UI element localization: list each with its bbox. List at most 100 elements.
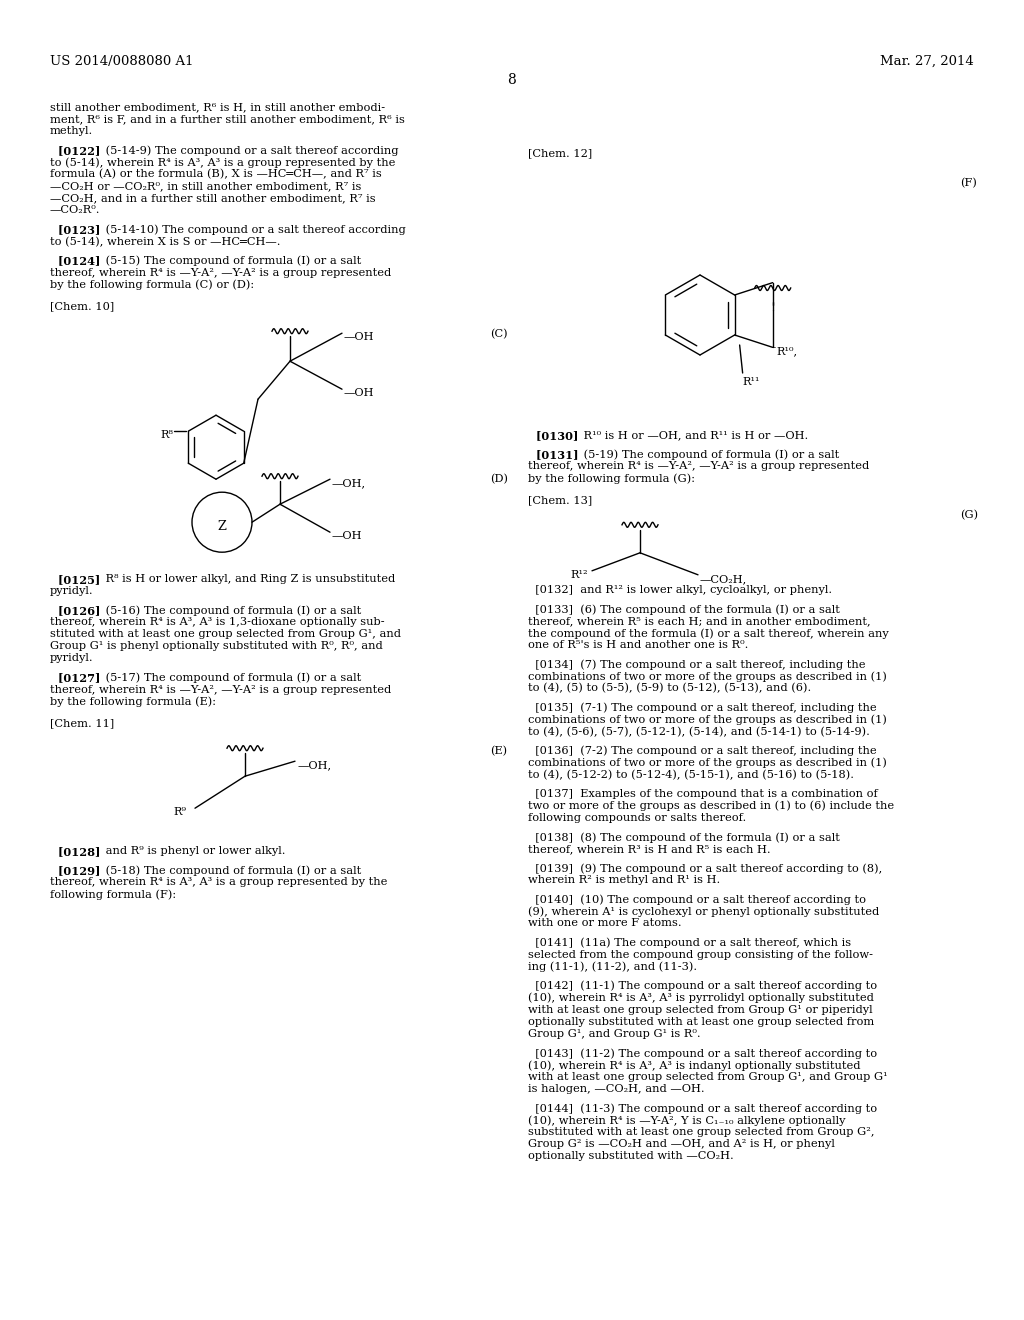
Text: following compounds or salts thereof.: following compounds or salts thereof.	[528, 813, 746, 822]
Text: [0122]: [0122]	[50, 145, 100, 156]
Text: formula (A) or the formula (B), X is —HC═CH—, and R⁷ is: formula (A) or the formula (B), X is —HC…	[50, 169, 382, 180]
Text: (10), wherein R⁴ is A³, A³ is indanyl optionally substituted: (10), wherein R⁴ is A³, A³ is indanyl op…	[528, 1060, 860, 1071]
Text: (D): (D)	[490, 474, 508, 484]
Text: (5-14-10) The compound or a salt thereof according: (5-14-10) The compound or a salt thereof…	[102, 224, 406, 235]
Text: [0126]: [0126]	[50, 606, 100, 616]
Text: [0140]  (10) The compound or a salt thereof according to: [0140] (10) The compound or a salt there…	[528, 895, 866, 906]
Text: —OH: —OH	[344, 388, 375, 399]
Text: US 2014/0088080 A1: US 2014/0088080 A1	[50, 55, 194, 69]
Text: —OH,: —OH,	[332, 478, 367, 488]
Text: with one or more F atoms.: with one or more F atoms.	[528, 919, 682, 928]
Text: [0135]  (7-1) The compound or a salt thereof, including the: [0135] (7-1) The compound or a salt ther…	[528, 702, 877, 713]
Text: Mar. 27, 2014: Mar. 27, 2014	[881, 55, 974, 69]
Text: thereof, wherein R⁵ is each H; and in another embodiment,: thereof, wherein R⁵ is each H; and in an…	[528, 616, 870, 626]
Text: (F): (F)	[961, 178, 977, 189]
Text: (E): (E)	[490, 746, 507, 756]
Text: R¹¹: R¹¹	[742, 378, 760, 387]
Text: —OH,: —OH,	[297, 760, 331, 770]
Text: substituted with at least one group selected from Group G²,: substituted with at least one group sele…	[528, 1127, 874, 1138]
Text: combinations of two or more of the groups as described in (1): combinations of two or more of the group…	[528, 758, 887, 768]
Text: 8: 8	[508, 73, 516, 87]
Text: —OH: —OH	[344, 333, 375, 342]
Text: R⁹: R⁹	[173, 808, 186, 817]
Text: combinations of two or more of the groups as described in (1): combinations of two or more of the group…	[528, 671, 887, 681]
Text: (5-15) The compound of formula (I) or a salt: (5-15) The compound of formula (I) or a …	[102, 256, 361, 267]
Text: —OH: —OH	[332, 531, 362, 541]
Text: (G): (G)	[961, 510, 978, 520]
Text: selected from the compound group consisting of the follow-: selected from the compound group consist…	[528, 949, 873, 960]
Text: [0128]: [0128]	[50, 846, 100, 857]
Text: methyl.: methyl.	[50, 125, 93, 136]
Text: R⁸ is H or lower alkyl, and Ring Z is unsubstituted: R⁸ is H or lower alkyl, and Ring Z is un…	[102, 574, 395, 585]
Text: [0127]: [0127]	[50, 673, 100, 684]
Text: (5-18) The compound of formula (I) or a salt: (5-18) The compound of formula (I) or a …	[102, 866, 361, 876]
Text: (5-19) The compound of formula (I) or a salt: (5-19) The compound of formula (I) or a …	[580, 449, 840, 459]
Text: thereof, wherein R⁴ is A³, A³ is a group represented by the: thereof, wherein R⁴ is A³, A³ is a group…	[50, 878, 387, 887]
Text: [0132]  and R¹² is lower alkyl, cycloalkyl, or phenyl.: [0132] and R¹² is lower alkyl, cycloalky…	[528, 585, 833, 595]
Text: one of R⁵'s is H and another one is R⁰.: one of R⁵'s is H and another one is R⁰.	[528, 640, 749, 649]
Text: [Chem. 11]: [Chem. 11]	[50, 718, 115, 729]
Text: and R⁹ is phenyl or lower alkyl.: and R⁹ is phenyl or lower alkyl.	[102, 846, 286, 857]
Text: [Chem. 10]: [Chem. 10]	[50, 301, 115, 312]
Text: [Chem. 13]: [Chem. 13]	[528, 495, 592, 504]
Text: Group G¹, and Group G¹ is R⁰.: Group G¹, and Group G¹ is R⁰.	[528, 1028, 700, 1039]
Text: thereof, wherein R⁴ is —Y-A², —Y-A² is a group represented: thereof, wherein R⁴ is —Y-A², —Y-A² is a…	[528, 461, 869, 471]
Text: following formula (F):: following formula (F):	[50, 890, 176, 900]
Text: thereof, wherein R⁴ is —Y-A², —Y-A² is a group represented: thereof, wherein R⁴ is —Y-A², —Y-A² is a…	[50, 268, 391, 277]
Text: —CO₂R⁰.: —CO₂R⁰.	[50, 205, 100, 215]
Text: to (4), (5-6), (5-7), (5-12-1), (5-14), and (5-14-1) to (5-14-9).: to (4), (5-6), (5-7), (5-12-1), (5-14), …	[528, 726, 869, 737]
Text: (9), wherein A¹ is cyclohexyl or phenyl optionally substituted: (9), wherein A¹ is cyclohexyl or phenyl …	[528, 907, 880, 917]
Text: [0131]: [0131]	[528, 449, 579, 461]
Text: R¹²: R¹²	[570, 570, 588, 579]
Text: wherein R² is methyl and R¹ is H.: wherein R² is methyl and R¹ is H.	[528, 875, 720, 886]
Text: —CO₂H or —CO₂R⁰, in still another embodiment, R⁷ is: —CO₂H or —CO₂R⁰, in still another embodi…	[50, 181, 361, 191]
Text: thereof, wherein R⁴ is A³, A³ is 1,3-dioxane optionally sub-: thereof, wherein R⁴ is A³, A³ is 1,3-dio…	[50, 618, 385, 627]
Text: (10), wherein R⁴ is A³, A³ is pyrrolidyl optionally substituted: (10), wherein R⁴ is A³, A³ is pyrrolidyl…	[528, 993, 873, 1003]
Text: [0136]  (7-2) The compound or a salt thereof, including the: [0136] (7-2) The compound or a salt ther…	[528, 746, 877, 756]
Text: [0123]: [0123]	[50, 224, 100, 235]
Text: Group G¹ is phenyl optionally substituted with R⁰, R⁰, and: Group G¹ is phenyl optionally substitute…	[50, 642, 383, 651]
Text: pyridyl.: pyridyl.	[50, 586, 93, 597]
Text: R⁸: R⁸	[161, 430, 173, 440]
Text: Group G² is —CO₂H and —OH, and A² is H, or phenyl: Group G² is —CO₂H and —OH, and A² is H, …	[528, 1139, 835, 1150]
Text: [0125]: [0125]	[50, 574, 100, 585]
Text: to (4), (5) to (5-5), (5-9) to (5-12), (5-13), and (6).: to (4), (5) to (5-5), (5-9) to (5-12), (…	[528, 684, 811, 693]
Text: stituted with at least one group selected from Group G¹, and: stituted with at least one group selecte…	[50, 630, 401, 639]
Text: with at least one group selected from Group G¹, and Group G¹: with at least one group selected from Gr…	[528, 1072, 888, 1082]
Text: [0142]  (11-1) The compound or a salt thereof according to: [0142] (11-1) The compound or a salt the…	[528, 981, 878, 991]
Text: (C): (C)	[490, 329, 508, 339]
Text: (10), wherein R⁴ is —Y-A², Y is C₁₋₁₀ alkylene optionally: (10), wherein R⁴ is —Y-A², Y is C₁₋₁₀ al…	[528, 1115, 846, 1126]
Text: optionally substituted with at least one group selected from: optionally substituted with at least one…	[528, 1016, 874, 1027]
Text: R¹⁰ is H or —OH, and R¹¹ is H or —OH.: R¹⁰ is H or —OH, and R¹¹ is H or —OH.	[580, 430, 808, 440]
Text: by the following formula (G):: by the following formula (G):	[528, 473, 695, 483]
Text: thereof, wherein R³ is H and R⁵ is each H.: thereof, wherein R³ is H and R⁵ is each …	[528, 843, 771, 854]
Text: (5-16) The compound of formula (I) or a salt: (5-16) The compound of formula (I) or a …	[102, 606, 361, 616]
Text: ment, R⁶ is F, and in a further still another embodiment, R⁶ is: ment, R⁶ is F, and in a further still an…	[50, 114, 404, 124]
Text: is halogen, —CO₂H, and —OH.: is halogen, —CO₂H, and —OH.	[528, 1084, 705, 1094]
Text: to (5-14), wherein R⁴ is A³, A³ is a group represented by the: to (5-14), wherein R⁴ is A³, A³ is a gro…	[50, 157, 395, 168]
Text: still another embodiment, R⁶ is H, in still another embodi-: still another embodiment, R⁶ is H, in st…	[50, 102, 385, 112]
Text: (5-14-9) The compound or a salt thereof according: (5-14-9) The compound or a salt thereof …	[102, 145, 398, 156]
Text: ing (11-1), (11-2), and (11-3).: ing (11-1), (11-2), and (11-3).	[528, 961, 697, 972]
Text: [0138]  (8) The compound of the formula (I) or a salt: [0138] (8) The compound of the formula (…	[528, 832, 840, 842]
Text: [0130]: [0130]	[528, 430, 579, 441]
Text: [0133]  (6) The compound of the formula (I) or a salt: [0133] (6) The compound of the formula (…	[528, 605, 840, 615]
Text: combinations of two or more of the groups as described in (1): combinations of two or more of the group…	[528, 714, 887, 725]
Text: to (5-14), wherein X is S or —HC═CH—.: to (5-14), wherein X is S or —HC═CH—.	[50, 236, 281, 247]
Text: [Chem. 12]: [Chem. 12]	[528, 148, 592, 158]
Text: by the following formula (E):: by the following formula (E):	[50, 697, 216, 708]
Text: with at least one group selected from Group G¹ or piperidyl: with at least one group selected from Gr…	[528, 1005, 872, 1015]
Text: [0124]: [0124]	[50, 256, 100, 267]
Text: Z: Z	[217, 520, 226, 533]
Text: pyridyl.: pyridyl.	[50, 653, 93, 664]
Text: [0137]  Examples of the compound that is a combination of: [0137] Examples of the compound that is …	[528, 789, 878, 799]
Text: [0134]  (7) The compound or a salt thereof, including the: [0134] (7) The compound or a salt thereo…	[528, 659, 865, 669]
Text: —CO₂H,: —CO₂H,	[700, 574, 748, 583]
Text: (5-17) The compound of formula (I) or a salt: (5-17) The compound of formula (I) or a …	[102, 673, 361, 684]
Text: —CO₂H, and in a further still another embodiment, R⁷ is: —CO₂H, and in a further still another em…	[50, 193, 376, 203]
Text: [0144]  (11-3) The compound or a salt thereof according to: [0144] (11-3) The compound or a salt the…	[528, 1104, 878, 1114]
Text: [0139]  (9) The compound or a salt thereof according to (8),: [0139] (9) The compound or a salt thereo…	[528, 863, 883, 874]
Text: [0143]  (11-2) The compound or a salt thereof according to: [0143] (11-2) The compound or a salt the…	[528, 1048, 878, 1059]
Text: thereof, wherein R⁴ is —Y-A², —Y-A² is a group represented: thereof, wherein R⁴ is —Y-A², —Y-A² is a…	[50, 685, 391, 694]
Text: R¹⁰,: R¹⁰,	[776, 346, 798, 356]
